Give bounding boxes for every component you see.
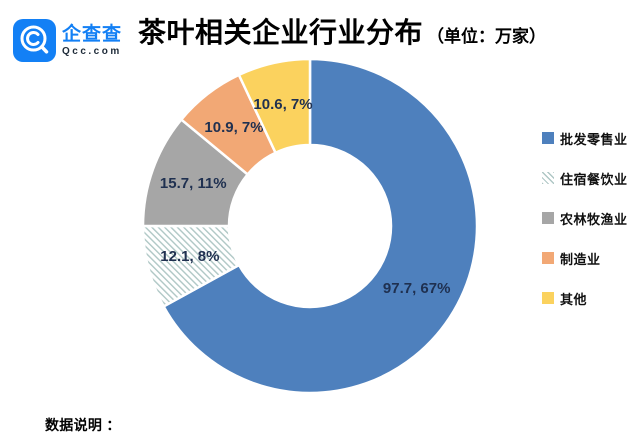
- note-line-heading: 数据说明 ：: [45, 417, 121, 433]
- brand-text: 企查查 Qcc.com: [62, 24, 122, 58]
- legend-swatch-0: [542, 132, 554, 144]
- legend-label-2: 农林牧渔业: [560, 211, 628, 227]
- legend-swatch-1: [542, 172, 554, 184]
- donut-label-4: 10.6, 7%: [253, 96, 312, 113]
- donut-label-2: 15.7, 11%: [160, 175, 227, 192]
- legend-item-1: 住宿餐饮业: [542, 170, 628, 187]
- legend-label-3: 制造业: [560, 251, 601, 267]
- brand-domain: Qcc.com: [62, 45, 122, 57]
- donut-label-1: 12.1, 8%: [160, 248, 219, 265]
- legend-label-1: 住宿餐饮业: [560, 171, 628, 187]
- legend-swatch-4: [542, 292, 554, 304]
- legend-label-4: 其他: [560, 291, 588, 307]
- legend-item-4: 其他: [542, 290, 628, 307]
- chart-legend: 批发零售业住宿餐饮业农林牧渔业制造业其他: [542, 130, 628, 307]
- legend-label-0: 批发零售业: [560, 131, 628, 147]
- chart-title-main: 茶叶相关企业行业分布: [138, 17, 424, 48]
- donut-label-0: 97.7, 67%: [383, 280, 451, 297]
- legend-swatch-2: [542, 212, 554, 224]
- brand-name: 企查查: [62, 23, 123, 45]
- qcc-logo-icon: [13, 19, 56, 62]
- brand-logo: 企查查 Qcc.com: [13, 19, 122, 62]
- donut-slice-4: [237, 57, 312, 154]
- donut-label-3: 10.9, 7%: [204, 119, 263, 136]
- chart-title: 茶叶相关企业行业分布 （单位：万家）: [138, 17, 546, 53]
- legend-item-2: 农林牧渔业: [542, 210, 628, 227]
- legend-item-3: 制造业: [542, 250, 628, 267]
- legend-swatch-3: [542, 252, 554, 264]
- donut-slice-0: [162, 57, 479, 395]
- chart-title-unit: （单位：万家）: [427, 27, 547, 46]
- legend-item-0: 批发零售业: [542, 130, 628, 147]
- data-notes: 数据说明 ： 1、仅统计企业名、产品、经营范围含“茶叶”的在业存续企业 2、统计…: [45, 375, 425, 447]
